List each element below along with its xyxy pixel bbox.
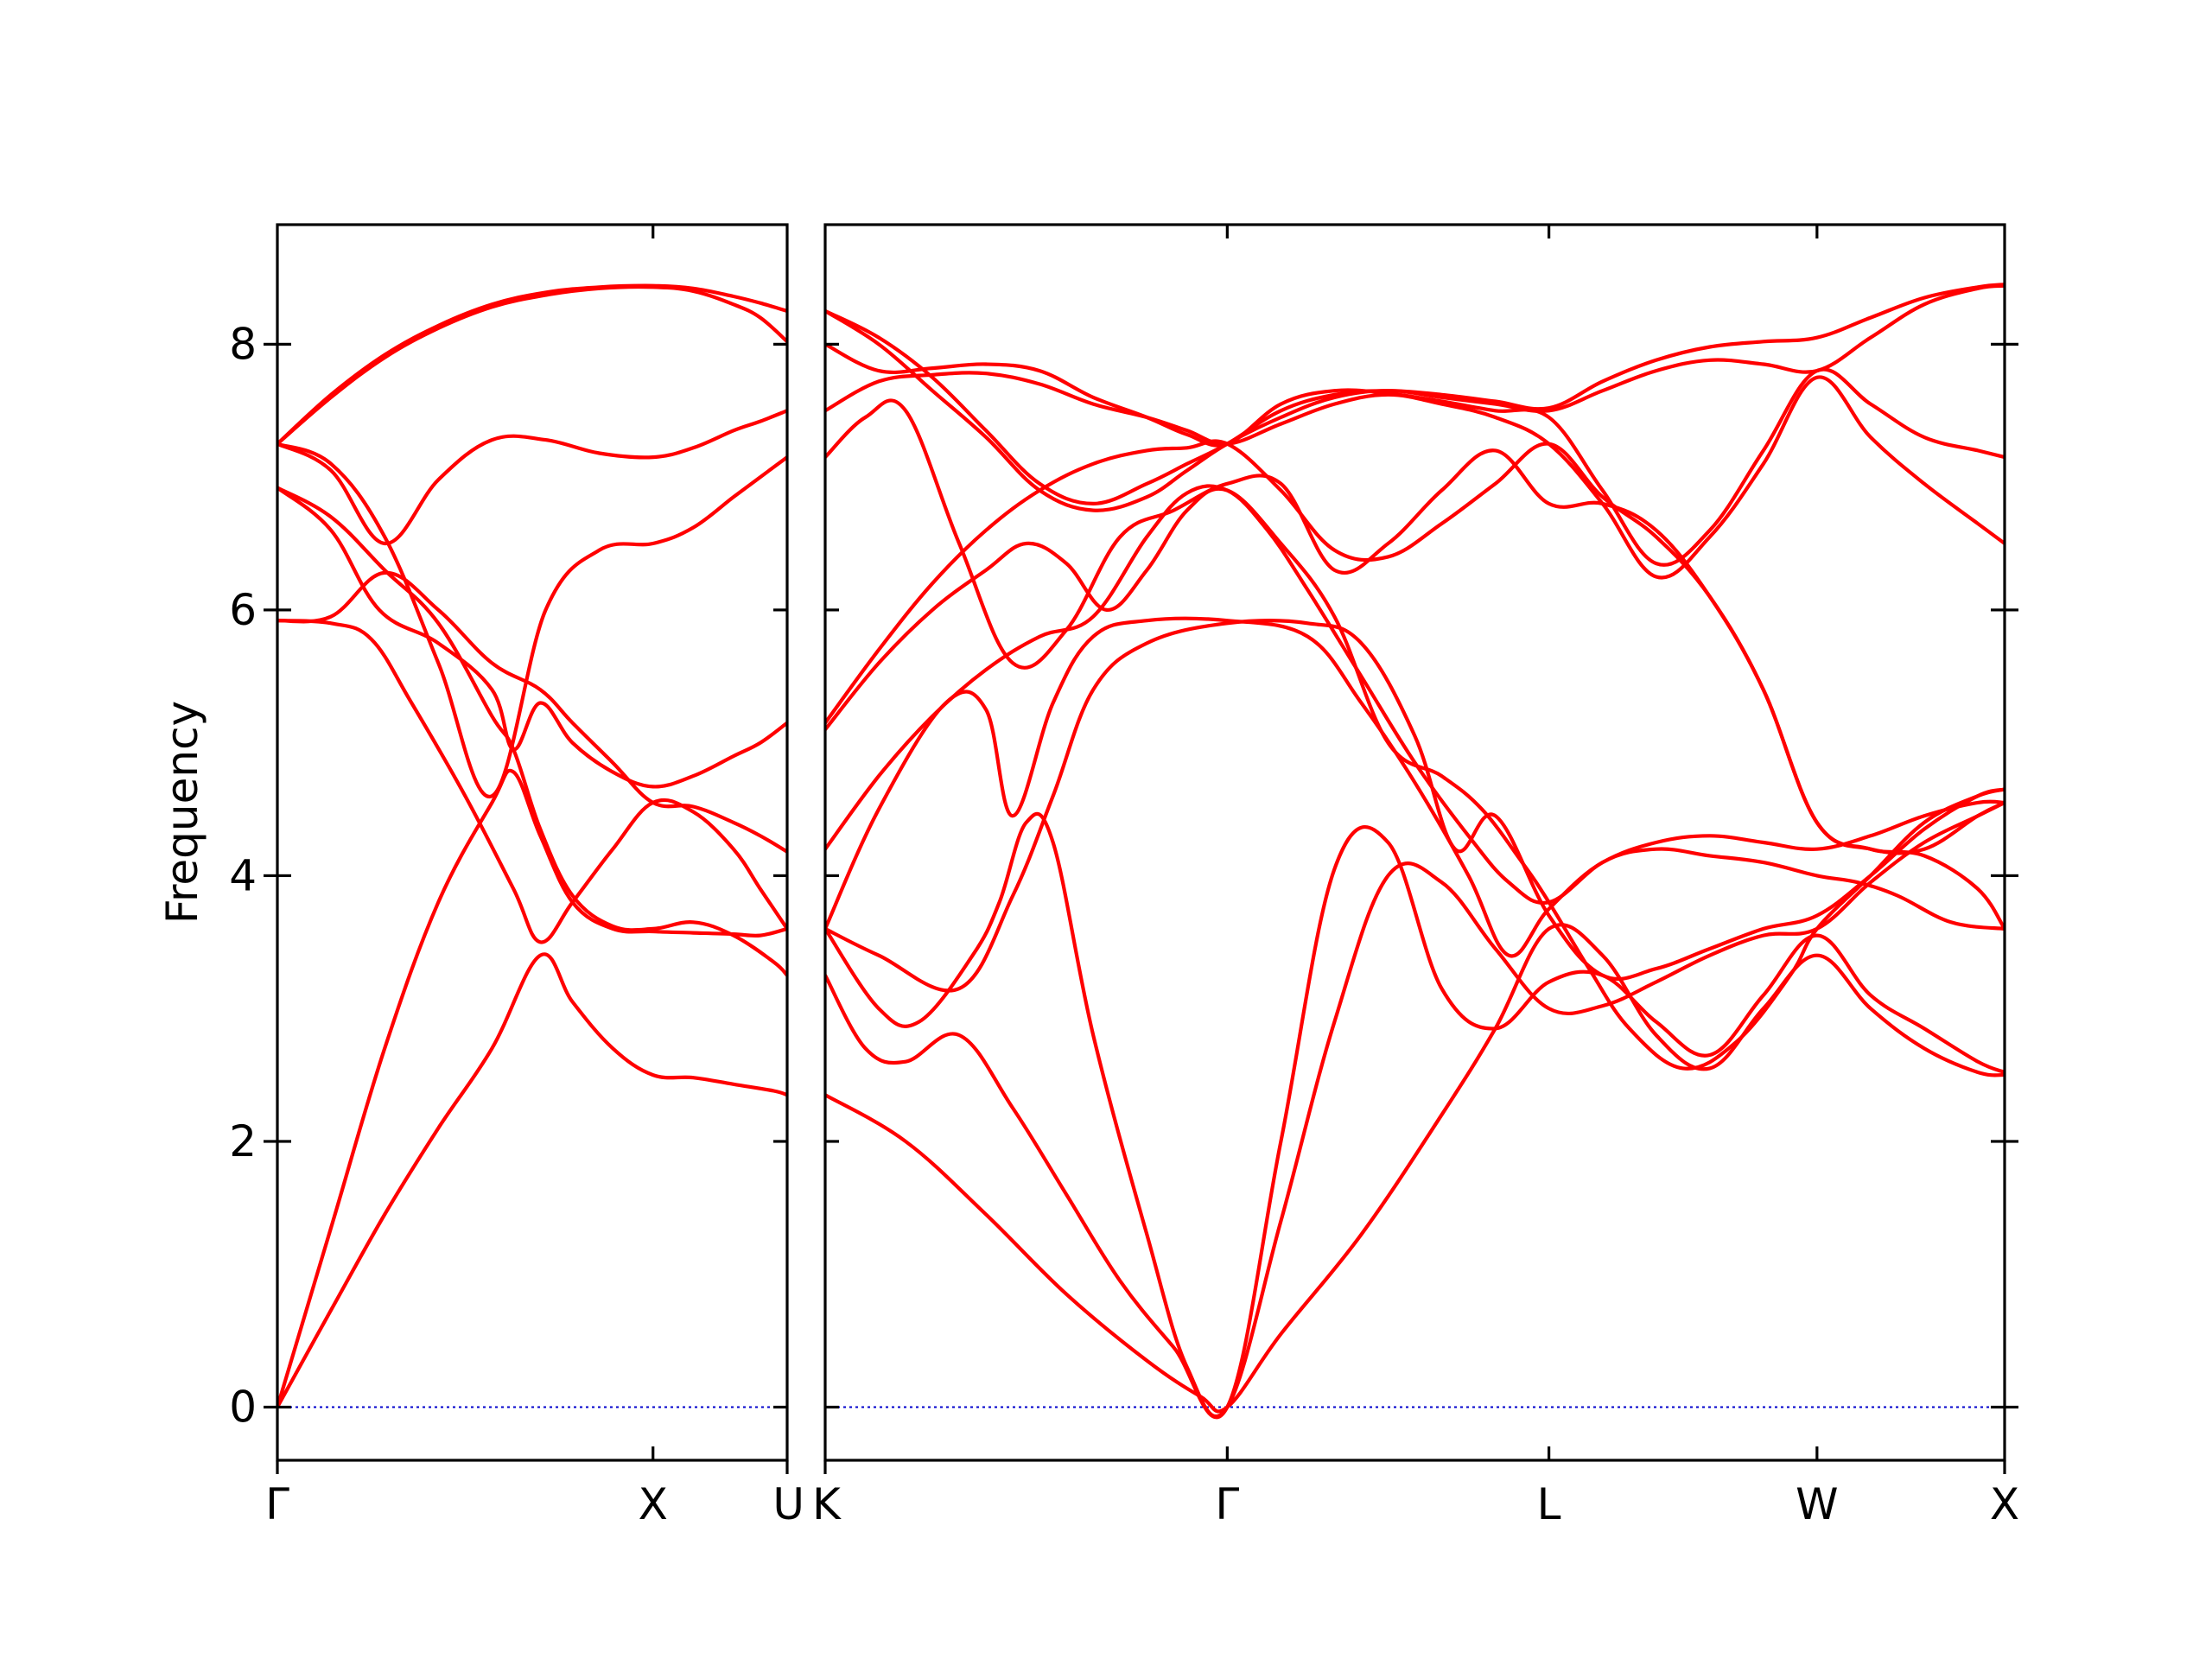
y-tick-label: 8 [229,319,257,369]
band-line-6 [277,570,787,854]
y-tick-label: 6 [229,585,257,635]
band-group [277,283,787,1409]
band-line-8 [825,439,2005,931]
band-line-10 [277,283,787,446]
band-line-2 [825,825,2005,1420]
band-line-3 [825,800,2005,1419]
x-tick-label: Γ [265,1479,289,1529]
y-tick-label: 2 [229,1116,257,1166]
band-line-4 [277,486,787,789]
y-tick-label: 0 [229,1382,257,1432]
band-line-4 [825,619,2005,993]
band-line-1 [277,952,787,1409]
plot-frame [823,223,2006,1462]
x-tick-label: L [1537,1479,1561,1529]
x-tick-label: Γ [1215,1479,1239,1529]
band-line-7 [825,486,2005,1071]
band-group [825,283,2005,1420]
band-line-2 [277,768,787,1409]
x-tick-label: K [812,1479,842,1529]
plot-frame [276,223,789,1462]
band-line-6 [825,484,2005,906]
x-tick-label: W [1796,1479,1838,1529]
band-line-7 [277,409,787,546]
band-line-3 [277,619,787,944]
band-line-1 [825,923,2005,1414]
panel-1: Γ X U 0 2 4 6 8 [229,223,804,1529]
band-line-13 [825,283,2005,505]
plot-layer: Γ X U 0 2 4 6 8 K Γ L W X [229,223,2019,1529]
x-tick-label: X [1990,1479,2019,1529]
band-line-9 [277,284,787,446]
band-line-10 [825,371,2005,580]
band-line-9 [825,398,2005,855]
x-tick-label: U [772,1479,804,1529]
y-tick-label: 4 [229,850,257,900]
x-tick-label: X [639,1479,668,1529]
y-axis-label: Frequency [157,701,207,924]
band-line-8 [277,442,787,798]
band-line-5 [277,486,787,977]
